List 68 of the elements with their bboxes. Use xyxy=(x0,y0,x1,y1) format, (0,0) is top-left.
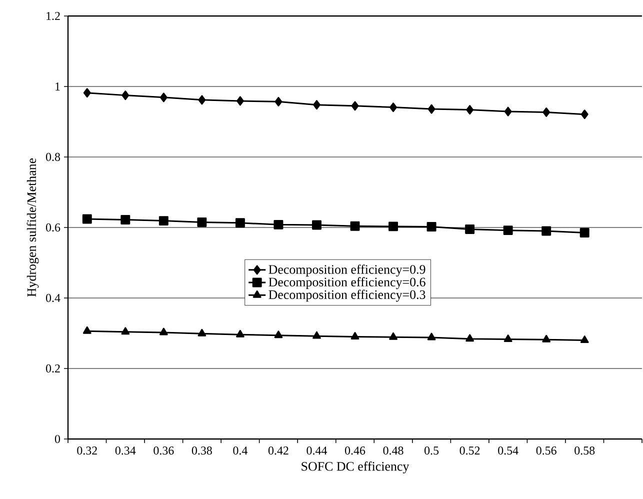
point xyxy=(426,222,436,232)
point xyxy=(122,90,130,100)
point xyxy=(235,218,245,228)
x-tick-label: 0.54 xyxy=(498,446,518,455)
point xyxy=(542,226,552,236)
point xyxy=(82,326,92,334)
point xyxy=(503,226,513,236)
point xyxy=(580,336,589,344)
x-tick-label: 0.44 xyxy=(306,446,328,455)
x-tick-label: 0.38 xyxy=(192,446,212,455)
x-tick-label: 0.4 xyxy=(233,446,248,455)
point xyxy=(158,216,168,226)
point xyxy=(121,327,130,335)
y-tick-label: 1.2 xyxy=(46,12,60,20)
x-tick-label: 0.58 xyxy=(574,446,595,455)
point xyxy=(350,332,360,340)
legend-label: Decomposition efficiency=0.6 xyxy=(268,277,426,290)
x-tick-label: 0.52 xyxy=(460,446,480,455)
point xyxy=(312,331,321,339)
point xyxy=(389,332,398,340)
y-tick-label: 0.8 xyxy=(46,152,60,162)
point xyxy=(542,334,551,342)
point xyxy=(198,95,206,105)
point xyxy=(388,222,398,232)
point xyxy=(351,101,359,111)
legend-label: Decomposition efficiency=0.3 xyxy=(268,290,426,302)
point xyxy=(428,104,436,114)
point xyxy=(236,96,244,106)
point xyxy=(274,220,284,230)
point xyxy=(160,92,168,102)
x-tick-label: 0.5 xyxy=(424,446,439,455)
x-tick-label: 0.32 xyxy=(77,446,97,455)
point xyxy=(312,220,322,230)
point xyxy=(580,110,588,120)
y-tick-label: 0.6 xyxy=(46,223,60,232)
x-tick-label: 0.48 xyxy=(383,446,404,455)
x-tick-label: 0.34 xyxy=(115,446,136,455)
point xyxy=(465,224,475,234)
point xyxy=(504,334,512,342)
x-tick-label: 0.36 xyxy=(154,446,174,455)
legend-label: Decomposition efficiency=0.9 xyxy=(268,264,426,276)
point xyxy=(580,228,590,238)
point xyxy=(83,88,91,98)
x-tick-label: 0.46 xyxy=(344,446,366,455)
y-tick-label: 0.4 xyxy=(46,294,60,302)
point xyxy=(198,328,206,336)
point xyxy=(274,330,283,338)
point xyxy=(466,334,474,342)
point xyxy=(466,105,474,114)
point xyxy=(542,107,550,117)
point xyxy=(350,221,360,231)
y-tick-label: 0 xyxy=(54,434,60,444)
y-axis-title: Hydrogen sulfide/Methane xyxy=(26,158,39,297)
x-tick-label: 0.56 xyxy=(536,446,556,455)
point xyxy=(159,328,168,336)
point xyxy=(390,102,398,112)
point xyxy=(312,100,320,110)
point xyxy=(427,332,436,340)
x-tick-label: 0.42 xyxy=(268,446,288,455)
point xyxy=(504,106,512,116)
y-tick-label: 1 xyxy=(56,82,60,90)
point xyxy=(197,217,207,227)
point xyxy=(236,330,244,338)
point xyxy=(82,214,92,224)
y-tick-label: 0.2 xyxy=(46,364,60,373)
x-axis-title: SOFC DC efficiency xyxy=(302,461,410,474)
point xyxy=(120,215,130,224)
point xyxy=(274,96,282,106)
